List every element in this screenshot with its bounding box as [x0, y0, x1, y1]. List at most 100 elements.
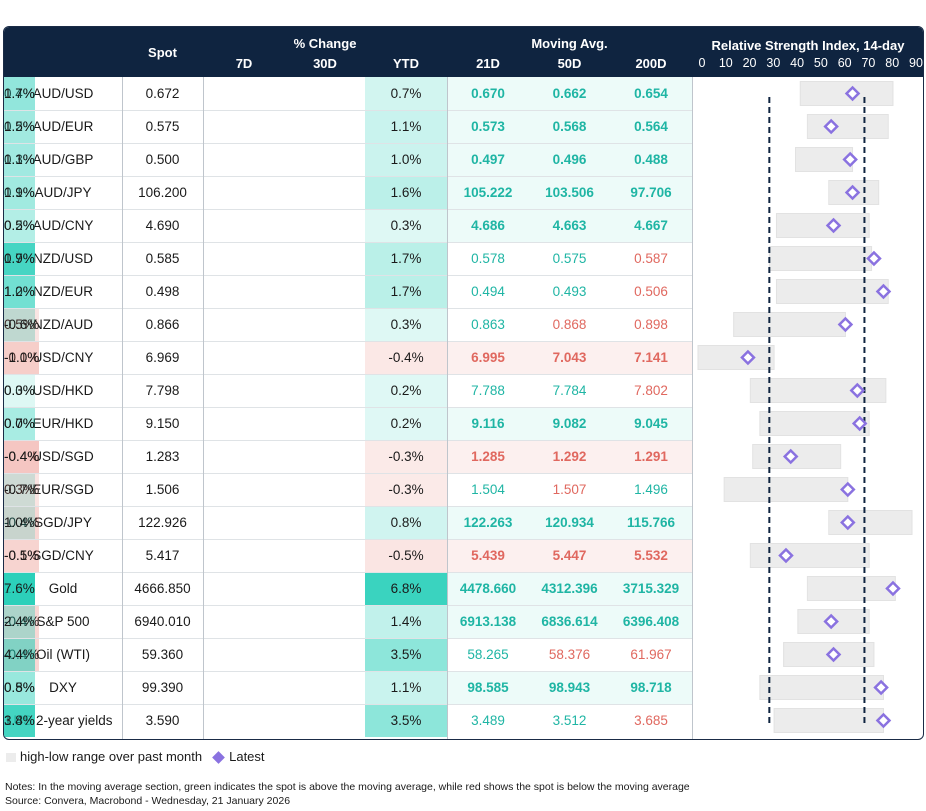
ytd-change-value: 1.1% — [365, 110, 447, 143]
ytd-change-value: -0.3% — [365, 473, 447, 506]
table-row: AUD/CNY 4.690 0.2% 0.5% 0.3% 4.686 4.663 4.667 — [4, 209, 923, 242]
ytd-change-value: -0.5% — [365, 539, 447, 572]
row-divider — [4, 110, 692, 111]
instrument-name: EUR/SGD — [32, 482, 94, 497]
rsi-range-bar — [749, 378, 887, 403]
ma50-value: 1.507 — [552, 482, 587, 497]
ma21-value: 6913.138 — [447, 605, 529, 638]
ma21-value: 9.116 — [447, 407, 529, 440]
row-divider — [4, 704, 692, 705]
instrument-name: NZD/USD — [33, 251, 93, 266]
rsi-latest-marker — [782, 448, 799, 465]
spot-value: 0.500 — [145, 152, 180, 167]
instrument-name: AUD/EUR — [32, 119, 94, 134]
spot-value: 0.866 — [145, 317, 180, 332]
d7-change-value: 1.4% — [4, 704, 35, 737]
ma200-value: 6396.408 — [610, 605, 692, 638]
rsi-latest-marker — [740, 349, 756, 366]
ma200-value: 7.802 — [634, 383, 668, 398]
spot-value: 1.506 — [145, 482, 180, 497]
table-row: NZD/USD 0.585 1.7% 0.9% 1.7% 0.578 0.575 0.587 — [4, 242, 923, 275]
ytd-change-value: 0.2% — [365, 407, 447, 440]
row-divider — [4, 209, 692, 210]
diamond-icon — [212, 751, 225, 764]
ma21-value: 0.497 — [447, 143, 529, 176]
legend-latest-label: Latest — [229, 749, 265, 764]
ma21-value: 1.285 — [447, 440, 529, 473]
d7-change-value: -0.4% — [4, 440, 40, 473]
ma200-value: 1.291 — [610, 440, 692, 473]
rsi-range-bar — [759, 411, 870, 436]
row-divider — [4, 506, 692, 507]
spot-value: 0.585 — [145, 251, 180, 266]
ma200-value: 0.898 — [634, 317, 668, 332]
ytd-change-value: 6.8% — [365, 572, 447, 605]
d30-change-value: 1.7% — [4, 77, 35, 110]
ma200-value: 97.706 — [610, 176, 692, 209]
instrument-name: USD/CNY — [32, 350, 94, 365]
rsi-tick-label: 80 — [885, 56, 900, 70]
divider-change-ma — [447, 77, 448, 739]
table-row: NZD/EUR 0.498 1.0% 1.2% 1.7% 0.494 0.493 0.506 — [4, 275, 923, 308]
rsi-latest-marker — [875, 712, 892, 729]
spot-value: 0.498 — [145, 284, 180, 299]
rsi-tick-label: 30 — [766, 56, 781, 70]
row-divider — [4, 275, 692, 276]
ma200-value: 0.564 — [610, 110, 692, 143]
table-row: EUR/SGD 1.506 0.3% -0.7% -0.3% 1.504 1.507 1.49… — [4, 473, 923, 506]
row-divider — [4, 374, 692, 375]
table-row: DXY 99.390 0.5% 0.8% 1.1% 98.585 98.943 98.718 — [4, 671, 923, 704]
rsi-tick-label: 0 — [698, 56, 706, 70]
rsi-tick-label: 40 — [790, 56, 805, 70]
notes-line: Notes: In the moving average section, gr… — [5, 781, 690, 793]
ma21-value: 0.494 — [471, 284, 505, 299]
spot-header: Spot — [148, 45, 177, 60]
instrument-name: US 2-year yields — [13, 713, 113, 728]
table-row: AUD/EUR 0.575 0.2% 1.5% 1.1% 0.573 0.568 0.564 — [4, 110, 923, 143]
ma50-value: 4.663 — [529, 209, 610, 242]
ma21-value: 4.686 — [447, 209, 529, 242]
table-row: Gold4666.8501.2%7.6%6.8%4478.6604312.396… — [4, 572, 923, 605]
d7-change-value: 0.5% — [4, 671, 35, 704]
table-row: AUD/GBP 0.500 0.3% 1.1% 1.0% 0.497 0.496 0.488 — [4, 143, 923, 176]
table-row: SGD/CNY 5.417 -0.1% -0.5% -0.5% 5.439 5.447 5.5… — [4, 539, 923, 572]
ytd-change-value: 1.6% — [365, 176, 447, 209]
table-row: USD/HKD 7.798 0.0% 0.3% 0.2% 7.788 7.784 7.802 — [4, 374, 923, 407]
ytd-change-value: 0.3% — [365, 209, 447, 242]
ma21-value: 6.995 — [447, 341, 529, 374]
d30-change-value: 1.0% — [4, 506, 35, 539]
rsi-tick-label: 60 — [837, 56, 852, 70]
ma21-value: 7.788 — [471, 383, 505, 398]
rsi-range-bar — [768, 246, 873, 271]
rsi-latest-marker — [778, 547, 794, 564]
rsi-latest-marker — [840, 481, 856, 498]
ma21-value: 3.489 — [471, 713, 505, 728]
ytd-change-value: 1.0% — [365, 143, 447, 176]
range-swatch-icon — [6, 753, 16, 763]
d30-change-value: 0.8% — [4, 671, 35, 704]
table-row: S&P 500 6940.010 -0.4% 2.4% 1.4% 6913.138 6836… — [4, 605, 923, 638]
table-row: US 2-year yields 3.590 1.4% 3.8% 3.5% 3.489 3.… — [4, 704, 923, 737]
ma50-value: 7.784 — [552, 383, 587, 398]
ma50-value: 98.943 — [529, 671, 610, 704]
ytd-change-value: 3.5% — [365, 638, 447, 671]
ma200-value: 1.496 — [634, 482, 668, 497]
fx-dashboard-table: Spot % Change 7D 30D YTD Moving Avg. 21D… — [3, 26, 924, 740]
spot-value: 0.575 — [145, 119, 180, 134]
d30-change-value: 4.4% — [4, 638, 35, 671]
d7-change-value: -0.1% — [4, 539, 40, 572]
d30-change-value: 3.8% — [4, 704, 35, 737]
rsi-tick-label: 50 — [813, 56, 828, 70]
instrument-name: USD/SGD — [32, 449, 94, 464]
rsi-latest-marker — [866, 250, 882, 267]
d7-change-value: 0.3% — [4, 143, 35, 176]
rsi-latest-marker — [825, 217, 842, 234]
ma200-value: 0.488 — [610, 143, 692, 176]
ma200-value: 5.532 — [610, 539, 692, 572]
d7-change-value: 0.2% — [4, 110, 35, 143]
rsi-range-bar — [697, 345, 775, 370]
ma50-value: 58.376 — [548, 647, 591, 662]
row-divider — [4, 440, 692, 441]
spot-value: 122.926 — [138, 515, 187, 530]
ytd-change-value: 3.5% — [365, 704, 447, 737]
